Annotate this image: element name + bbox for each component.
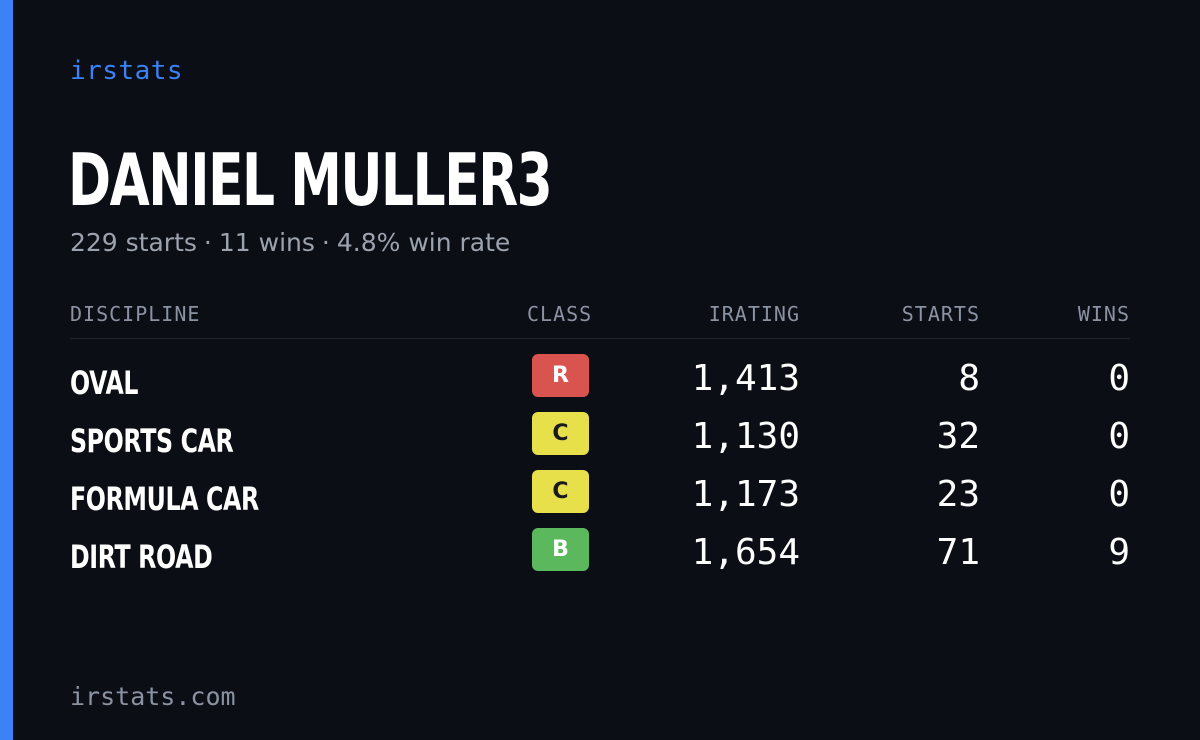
wins-summary: 11 wins (218, 228, 315, 257)
wins-value: 0 (1108, 358, 1130, 399)
summary-separator: · (321, 228, 330, 257)
starts-value: 23 (936, 474, 980, 515)
wins-value: 9 (1108, 532, 1130, 573)
irating-value: 1,413 (691, 358, 800, 399)
driver-name: DANIEL MULLER3 (68, 138, 553, 222)
table-row-formula-car: FORMULA CAR C 1,173 23 0 (70, 470, 1130, 528)
class-badge: C (532, 470, 589, 513)
win-rate-summary: 4.8% win rate (336, 228, 511, 257)
discipline-name: OVAL (70, 364, 139, 402)
table-header: DISCIPLINE CLASS IRATING STARTS WINS (70, 302, 1130, 339)
discipline-name: FORMULA CAR (70, 480, 259, 518)
class-badge: C (532, 412, 589, 455)
starts-value: 71 (936, 532, 980, 573)
table-row-oval: OVAL R 1,413 8 0 (70, 354, 1130, 412)
header-wins: WINS (1077, 302, 1130, 326)
class-badge: B (532, 528, 589, 571)
discipline-name: SPORTS CAR (70, 422, 234, 460)
accent-bar (0, 0, 13, 740)
footer-domain: irstats.com (70, 682, 236, 711)
summary-separator: · (203, 228, 212, 257)
class-badge: R (532, 354, 589, 397)
driver-summary: 229 starts · 11 wins · 4.8% win rate (70, 228, 510, 257)
starts-value: 8 (958, 358, 980, 399)
starts-summary: 229 starts (70, 228, 197, 257)
irating-value: 1,654 (691, 532, 800, 573)
header-starts: STARTS (901, 302, 980, 326)
wins-value: 0 (1108, 474, 1130, 515)
table-row-sports-car: SPORTS CAR C 1,130 32 0 (70, 412, 1130, 470)
wins-value: 0 (1108, 416, 1130, 457)
brand-logo-text: irstats (70, 56, 184, 86)
starts-value: 32 (936, 416, 980, 457)
discipline-name: DIRT ROAD (70, 538, 213, 576)
header-irating: IRATING (708, 302, 800, 326)
header-discipline: DISCIPLINE (70, 302, 201, 326)
irating-value: 1,130 (691, 416, 800, 457)
header-class: CLASS (527, 302, 593, 326)
irating-value: 1,173 (691, 474, 800, 515)
table-row-dirt-road: DIRT ROAD B 1,654 71 9 (70, 528, 1130, 586)
